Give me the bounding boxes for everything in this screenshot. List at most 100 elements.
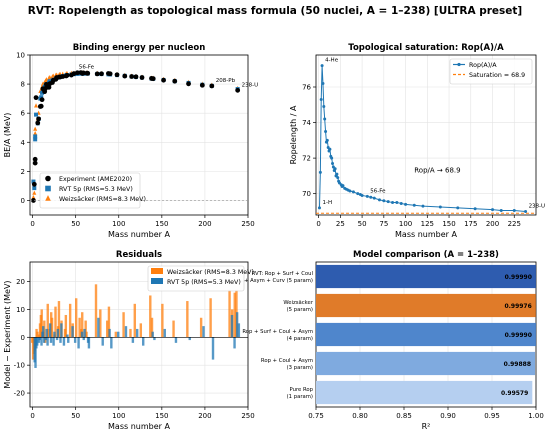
plot-frame [29,54,249,216]
weizsacker-point [32,190,37,195]
rvt-residual-bar [211,337,215,360]
experiment-point [161,77,166,83]
ropelength-point [395,201,399,205]
weizsacker-residual-bar [228,289,231,338]
panel-title: Topological saturation: Rop(A)/A [348,43,504,53]
model-value-label: 0.99990 [505,332,532,339]
rvt-residual-bar [38,337,42,341]
x-tick-label: 50 [358,220,367,228]
weizsacker-residual-bar [46,303,49,338]
plot-frame [29,261,249,408]
weizsacker-residual-bar [40,309,43,338]
category-label-line: Rop + Coul + Asym [261,358,313,364]
x-tick-label: 150 [155,412,168,420]
weizsacker-residual-bar [186,301,189,338]
model-value-label: 0.99579 [501,390,528,397]
weizsacker-residual-bar [161,303,164,338]
model-category-label: Rop + Surf + Coul + Asym (4 param) [242,329,313,342]
ropelength-point [333,167,337,171]
weizsacker-residual-bar [133,303,136,338]
x-tick-label: 0.90 [440,412,456,420]
y-tick-label: 0 [21,197,25,205]
y-axis-label: BE/A (MeV) [3,113,12,158]
ropelength-point [324,129,328,133]
weizsacker-residual-bar [50,317,54,338]
x-tick-label: 250 [241,412,254,420]
ropelength-point [382,199,386,203]
ropelength-point [456,206,460,210]
binding-energy-panel: 0 50 100 150 200 250 0 2 4 6 8 10 Binding energy per… [3,43,258,239]
ropelength-point [365,194,369,198]
residuals-panel: 0 50 100 150 200 250 -20 -10 0 10 20 Residuals Mass … [3,250,255,431]
point-annotation: 208-Pb [216,78,236,84]
x-tick-label: 100 [399,220,412,228]
experiment-point [129,74,135,79]
legend-box [449,58,533,85]
ropelength-point [473,207,477,211]
weizsacker-residual-bar [172,320,175,338]
ropelength-point [399,201,403,205]
x-axis-label: Mass number A [108,422,170,431]
weizsacker-residual-bar [54,306,57,338]
model-category-label: Weizsäcker (5 param) [283,300,313,313]
rvt-residual-bar [80,331,84,338]
legend-marker [45,175,51,182]
y-tick-label: 20 [16,278,25,286]
x-axis-label: Mass number A [395,230,457,239]
rvt-residual-bar [101,337,104,346]
point-annotation: 4-He [325,58,339,64]
rvt-point [47,79,52,84]
ropelength-point [369,195,373,199]
model-bar [316,351,536,376]
rvt-residual-bar [55,337,59,341]
rvt-point [33,137,38,142]
y-tick-label: 4 [21,139,26,147]
rvt-residual-bar [77,337,80,349]
panel-title: Model comparison (A = 1–238) [353,250,499,260]
category-label-line: (1 param) [287,394,313,400]
point-annotation: 56-Fe [370,188,386,194]
ropelength-point [341,184,345,188]
y-tick-label: 74 [302,119,311,127]
plot-frame [315,54,537,216]
rvt-residual-bar [59,337,62,343]
rvt-residual-bar [124,326,128,338]
legend-marker [457,62,461,67]
experiment-point [209,83,215,89]
legend-box [147,265,245,292]
rvt-residual-bar [108,328,111,338]
rvt-residual-bar [73,337,77,343]
experiment-point [139,75,145,80]
weizsacker-residual-bar [150,317,154,338]
experiment-point [186,81,191,87]
rvt-residual-bar [163,328,166,338]
x-tick-label: 225 [508,220,521,228]
experiment-point [35,120,41,126]
ropelength-point [391,201,395,205]
y-axis-label: Model − Experiment (MeV) [3,280,12,388]
experiment-point [33,95,39,101]
x-tick-label: 200 [198,412,211,420]
weizsacker-residual-bar [139,323,143,338]
rvt-residual-bar [42,326,45,338]
rvt-residual-bar [202,326,205,338]
rvt-residual-bar [46,337,49,346]
x-tick-label: 250 [241,220,254,228]
saturation-annotation: Rop/A → 68.9 [414,166,460,174]
model-category-label: Pure Rop (1 param) [287,387,314,400]
legend-label: Saturation = 68.9 [469,72,525,79]
legend-box [39,172,141,209]
x-tick-label: 1.00 [528,412,544,420]
rvt-residual-bar [117,331,120,338]
experiment-point [199,82,205,88]
ropelength-point [386,200,390,204]
experiment-point [172,78,178,84]
figure-title: RVT: Ropelength as topological mass form… [28,5,522,17]
rvt-residual-bar [56,328,60,338]
x-tick-label: 25 [336,220,345,228]
x-tick-label: 175 [464,220,477,228]
weizsacker-residual-bar [74,298,78,338]
x-tick-label: 0.85 [396,412,412,420]
ropelength-line [318,65,526,212]
weizsacker-residual-bar [122,312,125,338]
